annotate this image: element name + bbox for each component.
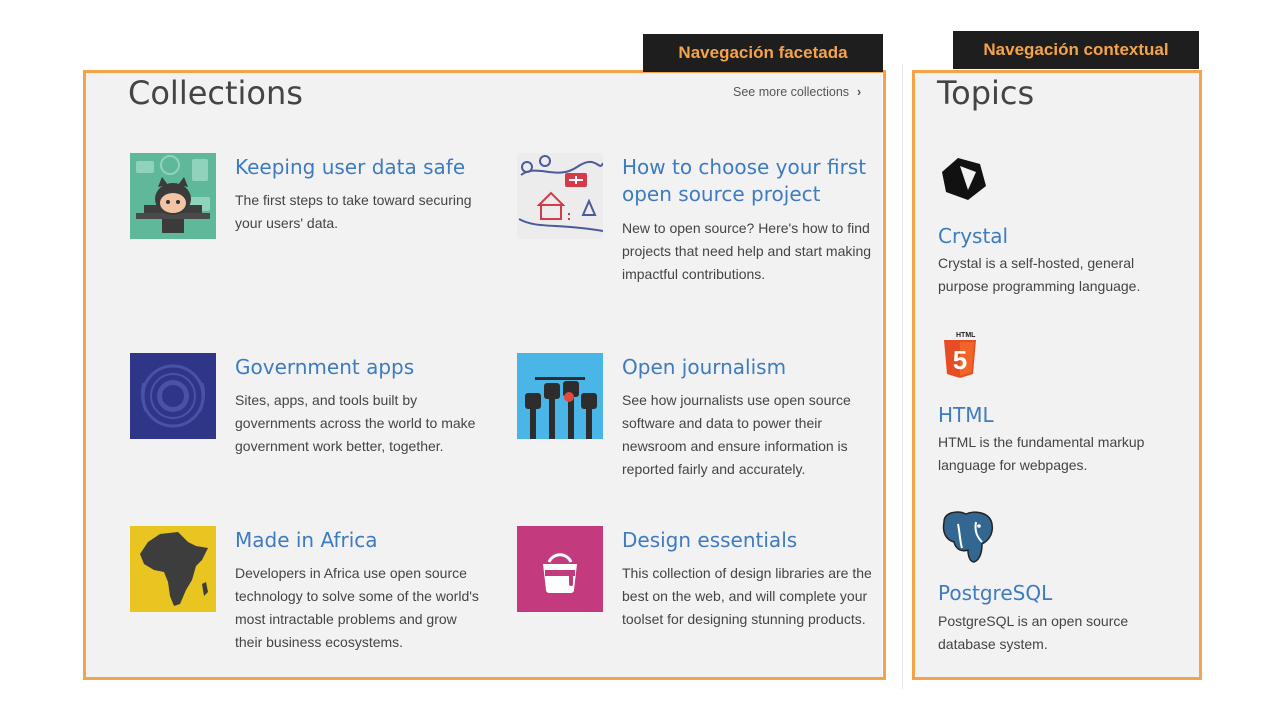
collection-title[interactable]: Made in Africa [235,528,378,552]
contextual-navigation-label: Navegación contextual [953,31,1199,69]
paint-bucket-thumbnail [517,526,603,612]
postgresql-elephant-icon [938,508,998,568]
topic-item[interactable]: PostgreSQL PostgreSQL is an open source … [938,508,1188,658]
collection-description: See how journalists use open source soft… [622,392,851,477]
map-house-thumbnail [517,153,603,239]
html5-icon: HTML 5 [938,330,998,390]
collections-panel [86,73,882,677]
see-more-label: See more collections [733,85,850,99]
topic-title[interactable]: PostgreSQL [938,581,1053,605]
topic-description: HTML is the fundamental markup language … [938,434,1145,473]
collection-card[interactable]: How to choose your first open source pro… [517,153,877,313]
collection-description: Sites, apps, and tools built by governme… [235,392,476,454]
collection-card[interactable]: Government apps Sites, apps, and tools b… [130,353,490,483]
collection-card[interactable]: Design essentials This collection of des… [517,526,877,656]
collection-card[interactable]: Keeping user data safe The first steps t… [130,153,490,253]
collection-description: Developers in Africa use open source tec… [235,565,479,650]
svg-text:HTML: HTML [956,332,976,339]
collection-title[interactable]: Keeping user data safe [235,155,466,179]
faceted-navigation-label: Navegación facetada [643,34,883,72]
topic-description: Crystal is a self-hosted, general purpos… [938,255,1141,294]
topic-item[interactable]: Crystal Crystal is a self-hosted, genera… [938,150,1188,300]
topic-item[interactable]: HTML 5 HTML HTML is the fundamental mark… [938,330,1188,480]
collection-title[interactable]: Design essentials [622,528,798,552]
chevron-right-icon: › [857,85,862,99]
africa-map-thumbnail [130,526,216,612]
topic-title[interactable]: HTML [938,403,994,427]
svg-text:5: 5 [953,345,967,375]
collections-heading: Collections [128,74,303,112]
collection-description: New to open source? Here's how to find p… [622,220,872,282]
government-seal-thumbnail [130,353,216,439]
collection-title[interactable]: Government apps [235,355,415,379]
topic-title[interactable]: Crystal [938,224,1009,248]
topics-heading: Topics [937,74,1035,112]
collection-title[interactable]: How to choose your first open source pro… [622,155,867,206]
octocat-security-thumbnail [130,153,216,239]
collection-card[interactable]: Open journalism See how journalists use … [517,353,877,483]
collection-description: This collection of design libraries are … [622,565,872,627]
topic-description: PostgreSQL is an open source database sy… [938,613,1129,652]
collection-title[interactable]: Open journalism [622,355,787,379]
column-divider [902,64,903,689]
collection-description: The first steps to take toward securing … [235,192,472,231]
collection-card[interactable]: Made in Africa Developers in Africa use … [130,526,490,676]
crystal-icon [938,150,998,210]
raised-fists-thumbnail [517,353,603,439]
contextual-navigation-highlight [912,70,1202,680]
see-more-collections-link[interactable]: See more collections › [733,85,861,99]
faceted-navigation-highlight [83,70,886,680]
